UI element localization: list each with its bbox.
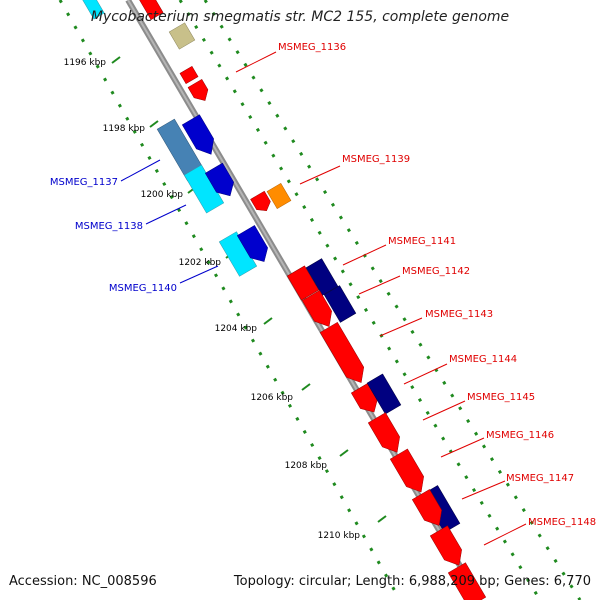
tick-1196: [111, 56, 121, 64]
tick-label: 1202 kbp: [179, 258, 222, 268]
gene-arrow-partial[interactable]: [168, 22, 196, 50]
gene-label-msmeg-1146[interactable]: MSMEG_1146: [486, 430, 554, 441]
gene-arrow-msmeg-1148[interactable]: [429, 525, 467, 571]
tick-label: 1198 kbp: [103, 124, 146, 134]
tick-1208: [339, 449, 349, 457]
gene-arrow-msmeg-1143[interactable]: [319, 321, 370, 387]
gene-label-msmeg-1147[interactable]: MSMEG_1147: [506, 473, 574, 484]
gene-label-msmeg-1148[interactable]: MSMEG_1148: [528, 517, 596, 528]
forward-leader-lines: [235, 51, 527, 546]
inner-tick-track: [58, 0, 402, 600]
tick-label: 1204 kbp: [215, 324, 258, 334]
gene-arrow-msmeg-1141[interactable]: [286, 265, 320, 301]
accession-text: Accession: NC_008596: [9, 574, 157, 589]
gene-arrow[interactable]: [266, 182, 292, 210]
map-title: Mycobacterium smegmatis str. MC2 155, co…: [90, 9, 510, 25]
gene-arrow[interactable]: [187, 78, 212, 104]
gene-arrow-msmeg-1139[interactable]: [250, 190, 274, 215]
gene-arrow-reverse[interactable]: [204, 162, 238, 201]
gene-label-msmeg-1142[interactable]: MSMEG_1142: [402, 266, 470, 277]
tick-label: 1196 kbp: [64, 58, 107, 68]
tick-1206: [301, 383, 311, 391]
gene-arrow-msmeg-1146[interactable]: [389, 448, 430, 497]
gene-label-msmeg-1136[interactable]: MSMEG_1136: [278, 42, 346, 53]
gene-label-msmeg-1138[interactable]: MSMEG_1138: [75, 221, 143, 232]
reverse-strand-genes: [156, 114, 272, 277]
tick-label: 1208 kbp: [285, 461, 328, 471]
gene-arrow-partial[interactable]: [447, 562, 487, 600]
gene-label-msmeg-1137[interactable]: MSMEG_1137: [50, 177, 118, 188]
tick-label: 1206 kbp: [251, 393, 294, 403]
gene-label-msmeg-1139[interactable]: MSMEG_1139: [342, 154, 410, 165]
gene-label-msmeg-1141[interactable]: MSMEG_1141: [388, 236, 456, 247]
gene-label-msmeg-1143[interactable]: MSMEG_1143: [425, 309, 493, 320]
outer-tick-track: [203, 0, 582, 600]
gene-arrow-msmeg-1145[interactable]: [367, 412, 405, 458]
mid-tick-track: [178, 0, 542, 600]
gene-arrow-partial[interactable]: [136, 0, 164, 20]
tick-1198: [149, 120, 159, 128]
tick-label: 1210 kbp: [318, 531, 361, 541]
tick-label: 1200 kbp: [141, 190, 184, 200]
gene-arrow-msmeg-1136[interactable]: [179, 65, 199, 85]
gene-arrow-msmeg-1147[interactable]: [411, 489, 447, 530]
gene-arrow-msmeg-1142[interactable]: [301, 290, 337, 331]
gene-label-msmeg-1145[interactable]: MSMEG_1145: [467, 392, 535, 403]
tick-1204: [263, 317, 273, 325]
gene-features-top: [79, 0, 196, 50]
tick-1210: [377, 515, 387, 523]
gene-label-msmeg-1144[interactable]: MSMEG_1144: [449, 354, 517, 365]
gene-arrow-reverse[interactable]: [236, 225, 272, 266]
forward-strand-genes: [179, 65, 487, 600]
reverse-leader-lines: [120, 159, 219, 284]
genome-summary-text: Topology: circular; Length: 6,988,209 bp…: [233, 574, 591, 589]
gene-arrow-partial[interactable]: [79, 0, 105, 20]
gene-arrow-reverse[interactable]: [181, 114, 219, 160]
gene-label-msmeg-1140[interactable]: MSMEG_1140: [109, 283, 177, 294]
gene-arrow[interactable]: [323, 285, 357, 323]
